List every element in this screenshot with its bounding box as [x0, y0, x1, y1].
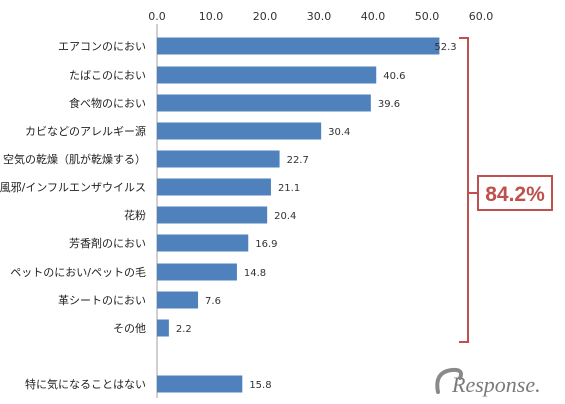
category-label: カビなどのアレルギー源 [25, 124, 146, 138]
bar-value-label: 7.6 [205, 296, 221, 307]
bar-value-label: 15.8 [249, 380, 271, 391]
bar-value-label: 30.4 [328, 127, 350, 138]
bar-value-label: 16.9 [255, 239, 277, 250]
response-logo: Response. [435, 367, 541, 397]
category-label: 空気の乾燥（肌が乾燥する） [3, 152, 146, 166]
x-tick-label: 50.0 [415, 10, 440, 23]
category-label: 革シートのにおい [58, 293, 146, 307]
bar-value-label: 14.8 [244, 268, 266, 279]
category-labels: エアコンのにおいたばこのにおい食べ物のにおいカビなどのアレルギー源空気の乾燥（肌… [0, 40, 146, 391]
category-label: 食べ物のにおい [69, 96, 146, 110]
total-callout-text: 84.2% [485, 183, 545, 206]
bar [157, 319, 169, 337]
total-callout-box [477, 175, 553, 211]
category-label: 芳香剤のにおい [69, 236, 146, 250]
bar [157, 263, 237, 281]
bar [157, 178, 271, 196]
bar-value-label: 40.6 [383, 71, 405, 82]
bar [157, 234, 249, 252]
total-bracket [459, 37, 478, 343]
watermark-text: Response. [451, 372, 541, 397]
category-label: 特に気になることはない [25, 377, 146, 391]
category-label: ペットのにおい/ペットの毛 [10, 266, 146, 279]
x-tick-label: 20.0 [253, 10, 278, 23]
bar [157, 291, 199, 309]
bar [157, 206, 268, 224]
bar-value-label: 21.1 [278, 183, 300, 194]
bar [157, 122, 322, 140]
x-tick-label: 30.0 [307, 10, 332, 23]
bar-value-label: 52.3 [434, 42, 456, 53]
x-axis-ticks: 0.0 10.0 20.0 30.0 40.0 50.0 60.0 [148, 10, 493, 23]
category-label: たばこのにおい [69, 69, 146, 82]
logo-swoosh-icon [435, 367, 463, 394]
bar [157, 375, 243, 393]
category-label: 花粉 [124, 209, 146, 222]
bar-value-label: 20.4 [274, 211, 296, 222]
bar [157, 94, 371, 112]
category-label: その他 [113, 322, 146, 335]
bar-value-label: 2.2 [176, 324, 192, 335]
category-label: エアコンのにおい [58, 40, 146, 53]
bar-value-label: 39.6 [378, 99, 400, 110]
bar-value-label: 22.7 [287, 155, 309, 166]
x-tick-label: 10.0 [199, 10, 224, 23]
bar [157, 66, 377, 84]
bar [157, 37, 440, 55]
bar [157, 150, 280, 168]
x-tick-label: 40.0 [361, 10, 386, 23]
value-labels: 52.3 40.6 39.6 30.4 22.7 21.1 20.4 16.9 14.8 7.6 2… [176, 42, 457, 391]
category-label: 風邪/インフルエンザウイルス [0, 181, 146, 194]
x-tick-label: 0.0 [148, 10, 166, 23]
bars [157, 37, 440, 393]
x-tick-label: 60.0 [469, 10, 494, 23]
